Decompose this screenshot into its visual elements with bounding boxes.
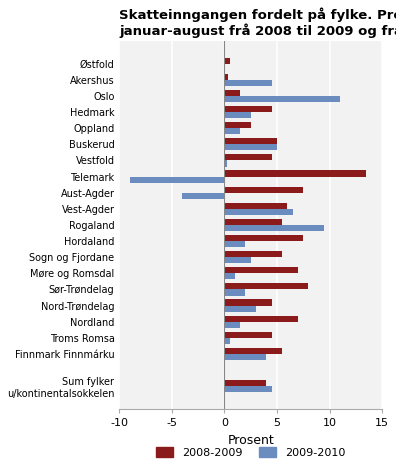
Text: Skatteinngangen fordelt på fylke. Prosentvis endring
januar-august frå 2008 til : Skatteinngangen fordelt på fylke. Prosen… [119, 7, 396, 38]
Bar [225, 80, 272, 86]
Bar [225, 96, 340, 102]
Bar [225, 106, 272, 112]
Bar [225, 306, 256, 312]
Bar [225, 300, 272, 306]
Bar [225, 380, 267, 386]
Bar [225, 315, 298, 322]
Bar [225, 219, 282, 225]
Bar [225, 74, 228, 80]
Bar [225, 322, 240, 328]
Bar [183, 193, 225, 199]
Bar [225, 289, 246, 295]
Bar [225, 225, 324, 231]
Bar [225, 128, 240, 134]
Bar [225, 251, 282, 257]
Bar [225, 283, 308, 289]
Bar [225, 348, 282, 354]
Bar [225, 187, 303, 193]
X-axis label: Prosent: Prosent [227, 433, 274, 446]
Bar [225, 112, 251, 118]
Bar [225, 154, 272, 161]
Bar [225, 144, 277, 151]
Bar [225, 161, 227, 167]
Bar [225, 203, 287, 209]
Bar [225, 58, 230, 64]
Bar [225, 235, 303, 241]
Bar [225, 386, 272, 392]
Bar [225, 138, 277, 144]
Bar [225, 267, 298, 273]
Bar [225, 122, 251, 128]
Bar [225, 354, 267, 360]
Bar [225, 241, 246, 247]
Bar [130, 176, 225, 183]
Bar [225, 90, 240, 96]
Bar [225, 332, 272, 338]
Legend: 2008-2009, 2009-2010: 2008-2009, 2009-2010 [152, 443, 349, 462]
Bar [225, 170, 366, 176]
Bar [225, 257, 251, 263]
Bar [225, 338, 230, 344]
Bar [225, 209, 293, 215]
Bar [225, 273, 235, 279]
